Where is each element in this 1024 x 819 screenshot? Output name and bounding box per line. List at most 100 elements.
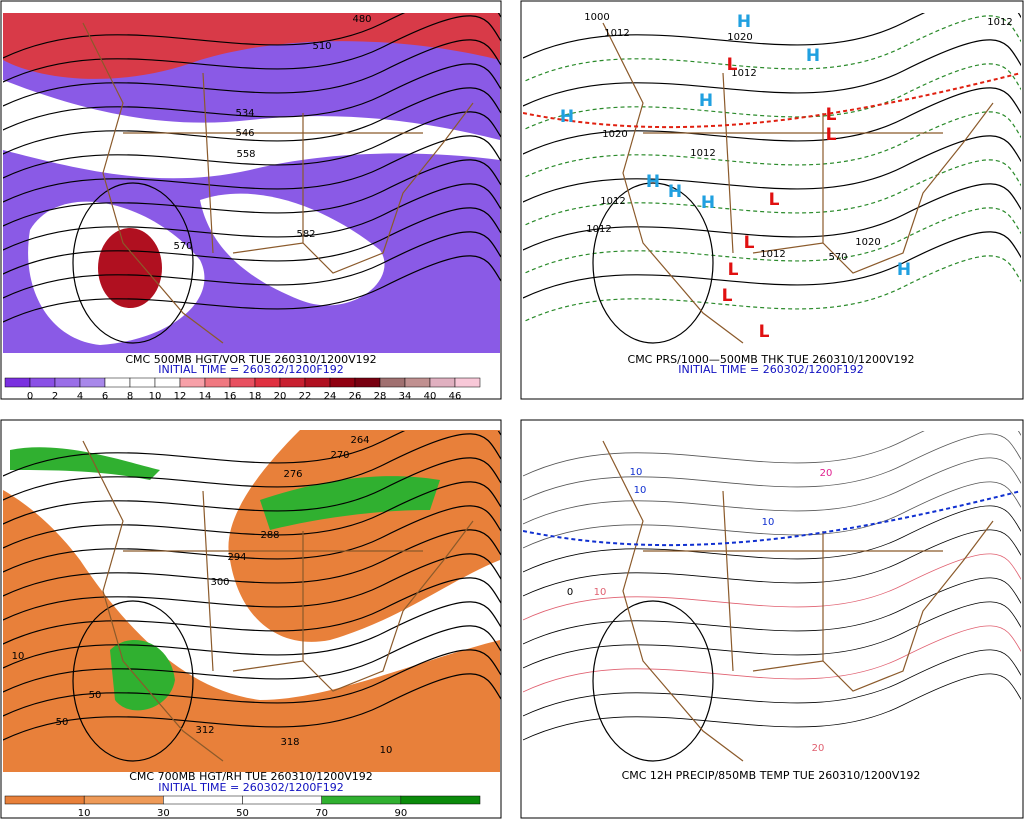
initial-time: INITIAL TIME = 260302/1200F192: [158, 363, 343, 376]
colorbar-label: 22: [299, 391, 312, 402]
colorbar-swatch: [329, 377, 356, 388]
contour-line: [3, 135, 501, 203]
contour-label: 20: [812, 743, 825, 754]
closed-contour: [72, 600, 194, 762]
contour-label: 10: [594, 587, 607, 598]
contour-line: [523, 553, 1021, 621]
contour-label: 1000: [584, 12, 609, 23]
colorbar-label: 30: [157, 808, 170, 819]
high-marker: H: [699, 91, 713, 111]
panel-caption: CMC 700MB HGT/RH TUE 260310/1200V192: [129, 770, 373, 783]
contour-label: 318: [280, 737, 299, 748]
contour-line: [3, 673, 501, 741]
contour-line: [3, 207, 501, 275]
colorbar-label: 4: [77, 391, 83, 402]
contour-line: [3, 577, 501, 645]
contour-label: 276: [283, 469, 302, 480]
low-marker: L: [722, 286, 733, 306]
contour-label: 1012: [731, 68, 756, 79]
contour-line: [523, 529, 1021, 597]
colorbar-swatch: [404, 377, 431, 388]
colorbar-swatch: [429, 377, 456, 388]
colorbar-label: 6: [102, 391, 108, 402]
contour-line: [523, 433, 1021, 501]
contour-line: [523, 255, 1021, 323]
contours: [523, 431, 1021, 762]
panel-caption: CMC PRS/1000—500MB THK TUE 260310/1200V1…: [628, 353, 915, 366]
contour-line: [3, 481, 501, 549]
low-marker: L: [769, 190, 780, 210]
contour-label: 288: [260, 530, 279, 541]
contour-line: [3, 15, 501, 83]
contour-label: 264: [350, 435, 369, 446]
colorbar-label: 50: [236, 808, 249, 819]
contour-line: [3, 649, 501, 717]
initial-time: INITIAL TIME = 260302/1200F192: [678, 363, 863, 376]
contour-label: 1012: [760, 249, 785, 260]
colorbar-label: 24: [324, 391, 337, 402]
humidity-fill: [10, 447, 160, 480]
contour-label: 1020: [855, 237, 880, 248]
colorbar-swatch: [400, 795, 481, 805]
initial-time: INITIAL TIME = 260302/1200F192: [158, 781, 343, 794]
coastline: [82, 22, 474, 344]
contour-label: 300: [210, 577, 229, 588]
colorbar-label: 0: [27, 391, 33, 402]
contour-line: [523, 231, 1021, 299]
contour-line: [523, 649, 1021, 717]
high-marker: H: [560, 107, 574, 127]
vorticity-fill: [3, 13, 500, 79]
contour-label: 10: [762, 517, 775, 528]
contour-line: [3, 625, 501, 693]
coastline: [602, 440, 994, 762]
contour-label: 1020: [602, 129, 627, 140]
contour-line: [523, 431, 1021, 477]
precip-map: [523, 430, 1022, 772]
coastline: [82, 440, 474, 762]
contour-line: [3, 111, 501, 179]
contour-label: 312: [195, 725, 214, 736]
colorbar-label: 10: [78, 808, 91, 819]
contour-line: [3, 601, 501, 669]
contour-label: 1012: [987, 17, 1012, 28]
humidity-map: [3, 430, 500, 772]
contour-line: [523, 15, 1021, 83]
contour-label: 558: [236, 149, 255, 160]
colorbar-swatch: [179, 377, 206, 388]
closed-contour: [72, 182, 194, 344]
low-marker: L: [826, 105, 837, 125]
contour-line: [523, 39, 1021, 107]
colorbar-label: 10: [149, 391, 162, 402]
colorbar-swatch: [254, 377, 281, 388]
contour-line: [3, 159, 501, 227]
colorbar-label: 34: [399, 391, 412, 402]
contour-label: 0: [567, 587, 573, 598]
contour-label: 50: [89, 690, 102, 701]
contour-line: [523, 207, 1021, 275]
contour-label: 270: [330, 450, 349, 461]
contour-line: [3, 457, 501, 525]
contour-line: [523, 481, 1021, 549]
contour-label: 1012: [690, 148, 715, 159]
contour-line: [523, 87, 1021, 155]
contour-line: [3, 255, 501, 323]
low-marker: L: [826, 125, 837, 145]
contour-label: 50: [56, 717, 69, 728]
colorbar-label: 26: [349, 391, 362, 402]
colorbar-swatch: [129, 377, 156, 388]
vorticity-fill: [200, 193, 385, 306]
dashed-isotherm: [523, 490, 1021, 547]
high-marker: H: [897, 260, 911, 280]
colorbar-label: 18: [249, 391, 262, 402]
contour-label: 294: [227, 552, 246, 563]
colorbar-label: 8: [127, 391, 133, 402]
colorbar-label: 12: [174, 391, 187, 402]
contour-line: [523, 111, 1021, 179]
contour-line: [3, 431, 501, 477]
map-lines: [3, 13, 1021, 762]
contour-line: [523, 577, 1021, 645]
contour-line: [3, 231, 501, 299]
colorbar-swatch: [29, 377, 56, 388]
